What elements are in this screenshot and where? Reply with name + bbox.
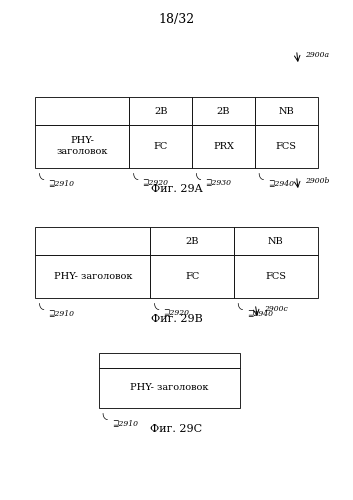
Text: FCS: FCS [265, 272, 286, 280]
Text: FCS: FCS [276, 142, 297, 151]
Text: ⊒2920: ⊒2920 [163, 309, 190, 317]
Text: 2B: 2B [185, 236, 199, 246]
Text: 2900b: 2900b [305, 177, 330, 185]
Text: Фиг. 29C: Фиг. 29C [150, 424, 203, 434]
Text: Фиг. 29B: Фиг. 29B [151, 314, 202, 324]
Text: 2B: 2B [217, 106, 230, 116]
Text: 2900a: 2900a [305, 51, 329, 59]
Text: NB: NB [279, 106, 294, 116]
Text: ⊒2940: ⊒2940 [268, 179, 294, 187]
Text: ⊒2920: ⊒2920 [143, 179, 168, 187]
Text: FC: FC [154, 142, 168, 151]
Bar [192, 98, 255, 125]
Text: ⊒2930: ⊒2930 [205, 179, 231, 187]
Text: PRX: PRX [213, 142, 234, 151]
Text: 2900c: 2900c [264, 305, 288, 313]
Text: ⊒2910: ⊒2910 [48, 309, 74, 317]
Text: 18/32: 18/32 [158, 14, 195, 26]
Bar [234, 255, 318, 298]
Text: Фиг. 29A: Фиг. 29A [151, 184, 202, 194]
Bar [130, 125, 192, 168]
Bar [150, 255, 234, 298]
Bar [150, 228, 234, 255]
Text: ⊒2910: ⊒2910 [112, 419, 138, 427]
Bar [35, 125, 130, 168]
Bar [35, 228, 150, 255]
Text: ⊒2910: ⊒2910 [48, 179, 74, 187]
Bar [192, 125, 255, 168]
Text: ⊒2940: ⊒2940 [247, 309, 273, 317]
Text: PHY- заголовок: PHY- заголовок [54, 272, 132, 280]
Bar [99, 352, 240, 368]
Text: 2B: 2B [154, 106, 168, 116]
Bar [255, 98, 318, 125]
Bar [130, 98, 192, 125]
Bar [35, 98, 130, 125]
Bar [255, 125, 318, 168]
Text: PHY-
заголовок: PHY- заголовок [56, 136, 108, 156]
Text: FC: FC [185, 272, 199, 280]
Bar [35, 255, 150, 298]
Bar [234, 228, 318, 255]
Bar [99, 368, 240, 408]
Text: PHY- заголовок: PHY- заголовок [130, 383, 209, 392]
Text: NB: NB [268, 236, 284, 246]
